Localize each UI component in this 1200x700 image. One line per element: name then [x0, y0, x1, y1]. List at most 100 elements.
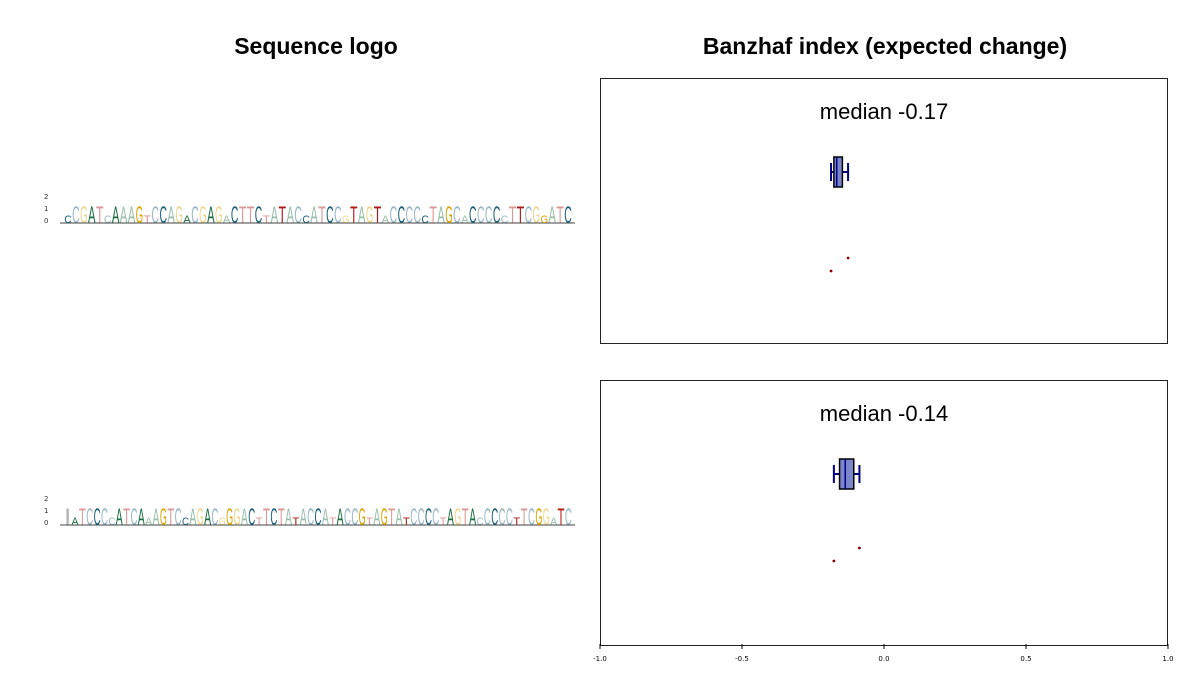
logo-axis-tick: 2 [44, 495, 48, 503]
logo-letter: T [279, 202, 287, 229]
logo-letter: T [556, 202, 564, 229]
logo-letter: C [499, 504, 506, 531]
logo-letter: G [226, 504, 233, 531]
logo-letter: G [199, 202, 207, 229]
logo-letter: C [351, 504, 358, 531]
logo-letter: T [329, 516, 336, 528]
logo-letter: T [292, 516, 299, 528]
logo-axis-tick: 2 [44, 193, 48, 201]
logo-letter: T [521, 504, 528, 531]
logo-letter: C [104, 214, 112, 226]
logo-letter: C [477, 202, 485, 229]
boxplot-svg [829, 156, 850, 273]
logo-axis-tick: 1 [44, 205, 48, 213]
x-tick-label: 0.0 [878, 655, 889, 663]
logo-letter: C [390, 202, 398, 229]
logo-letter: C [406, 202, 414, 229]
logo-letter: A [285, 504, 292, 531]
logo-letter: C [130, 504, 137, 531]
logo-letter: C [152, 202, 160, 229]
logo-letter: C [565, 504, 572, 531]
median-label: median -0.14 [819, 401, 949, 426]
x-tick-label: -1.0 [593, 655, 607, 663]
logo-letter: G [234, 504, 241, 531]
sequence-logo-top: 210 C C G A T C A A A G T C C A G A C G A G A C T T C T A T A C C A T C C G T… [44, 193, 575, 229]
logo-letter: T [429, 202, 437, 229]
logo-letter: A [382, 214, 390, 226]
logo-letter: C [493, 202, 501, 229]
outlier-point [858, 546, 861, 550]
logo-letter: T [557, 504, 564, 531]
logo-letter: A [373, 504, 380, 531]
logo-letter: T [517, 202, 525, 229]
boxplot-panel-bottom: median -0.14 [600, 380, 1168, 646]
logo-letter: C [469, 202, 477, 229]
logo-letter: C [564, 202, 572, 229]
logo-letter: C [108, 516, 115, 528]
logo-letter: A [395, 504, 402, 531]
logo-axis-tick: 1 [44, 507, 48, 515]
logo-letter: A [145, 516, 153, 528]
logo-letter: T [318, 202, 326, 229]
logo-letter: G [366, 202, 374, 229]
logo-letter: A [112, 202, 120, 229]
logo-letter: C [307, 504, 314, 531]
logo-letter: C [101, 504, 108, 531]
logo-letter: C [211, 504, 218, 531]
logo-letter: C [525, 202, 533, 229]
logo-letter: A [120, 202, 128, 229]
logo-letter: T [374, 202, 382, 229]
logo-letter: C [255, 202, 263, 229]
logo-letter: C [425, 504, 432, 531]
logo-letter: C [501, 214, 509, 226]
logo-letter: A [548, 202, 556, 229]
logo-letter: C [175, 504, 182, 531]
logo-letter: G [160, 504, 167, 531]
logo-letter: G [136, 202, 144, 229]
logo-letter: T [256, 516, 263, 528]
outlier-point [846, 256, 850, 260]
outlier-point [832, 559, 836, 563]
logo-letter: C [485, 202, 493, 229]
logo-letter: A [550, 516, 558, 528]
logo-letter: C [484, 504, 491, 531]
logo-letter: A [437, 202, 445, 229]
logo-letter: I [64, 504, 71, 531]
logo-letter: G [342, 214, 350, 226]
logo-letter: A [310, 202, 318, 229]
logo-letter: G [454, 504, 461, 531]
logo-letter: C [231, 202, 239, 229]
banzhaf-title: Banzhaf index (expected change) [702, 33, 1068, 59]
logo-letter: T [366, 516, 373, 528]
logo-letter: C [326, 202, 334, 229]
logo-letter: G [215, 202, 223, 229]
logo-letter: G [80, 202, 88, 229]
logo-letter: T [79, 504, 86, 531]
logo-letter: T [263, 214, 271, 226]
logo-letter: T [167, 504, 174, 531]
logo-letter: A [189, 504, 196, 531]
x-tick-label: 0.5 [1020, 655, 1031, 663]
logo-letter: A [88, 202, 96, 229]
iqr-box [838, 458, 855, 490]
logo-letter: A [153, 504, 160, 531]
logo-letter: G [219, 516, 226, 528]
logo-letter: C [182, 516, 189, 528]
logo-letter: C [453, 202, 461, 229]
logo-letter: A [461, 214, 469, 226]
sequence-logo-bottom: 210 I A T C C C C A T C A A A G T C C A G A C G G G A C T T C T A T A C C A T… [44, 495, 575, 531]
logo-letter: C [506, 504, 513, 531]
logo-letter: A [207, 202, 215, 229]
logo-letter: C [72, 202, 80, 229]
logo-letter: A [116, 504, 123, 531]
logo-letter: A [447, 504, 454, 531]
logo-letter: C [248, 504, 255, 531]
x-tick-label: 1.0 [1162, 655, 1173, 663]
iqr-box [833, 156, 844, 188]
logo-letter: T [513, 516, 520, 528]
outlier-point [829, 269, 833, 273]
logo-letter: T [509, 202, 517, 229]
logo-letter: A [223, 214, 231, 226]
logo-letter: A [300, 504, 307, 531]
median-label: median -0.17 [819, 99, 949, 124]
